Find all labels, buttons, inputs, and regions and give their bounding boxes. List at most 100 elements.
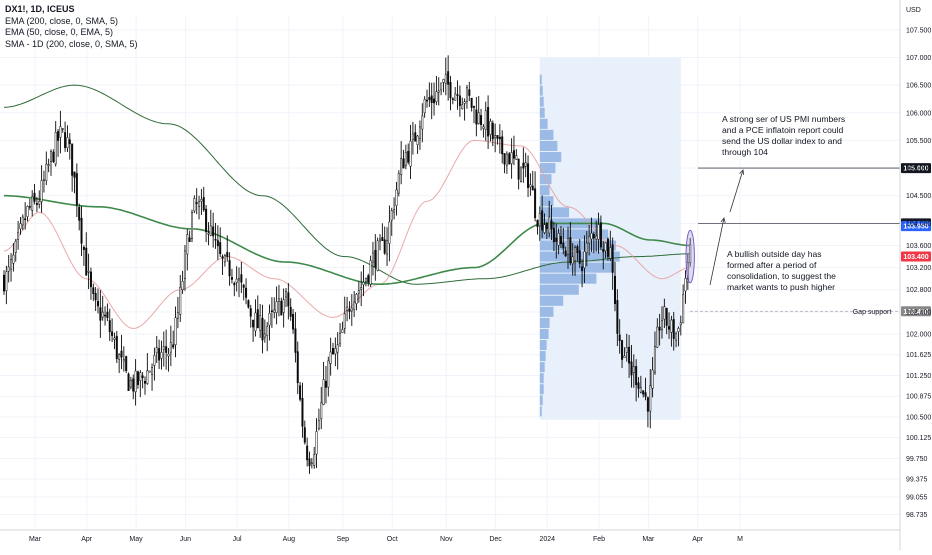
- price-badge: [901, 221, 931, 232]
- candle-body: [301, 398, 304, 427]
- candle-body: [407, 151, 410, 163]
- indicator-sma200-label[interactable]: SMA - 1D (200, close, 0, SMA, 5): [5, 38, 138, 49]
- volume-profile-bar: [539, 306, 554, 317]
- candle-body: [158, 348, 161, 361]
- candle-body: [536, 219, 539, 228]
- x-tick-label: Mar: [642, 536, 655, 543]
- candle-body: [463, 101, 466, 104]
- candle-body: [249, 308, 252, 317]
- candle-body: [444, 74, 447, 84]
- y-tick-label: 104.500: [906, 193, 931, 200]
- candle-body: [661, 320, 663, 331]
- candle-body: [522, 162, 525, 169]
- candle-body: [277, 298, 280, 302]
- candle-body: [94, 293, 97, 301]
- candle-body: [461, 104, 464, 110]
- candle-body: [273, 309, 276, 313]
- candle-body: [33, 192, 36, 202]
- candle-body: [261, 317, 264, 341]
- candle-body: [527, 163, 530, 188]
- candle-body: [689, 244, 692, 264]
- price-badge: [901, 306, 931, 317]
- y-tick-label: 106.500: [906, 83, 931, 90]
- candle-body: [198, 201, 201, 207]
- candle-body: [571, 256, 574, 265]
- candle-body: [329, 351, 332, 364]
- candle-body: [578, 250, 581, 264]
- candle-body: [597, 224, 600, 240]
- candle-body: [289, 306, 292, 317]
- volume-profile-bar: [539, 328, 549, 340]
- candle-body: [47, 164, 50, 166]
- candle-body: [675, 333, 678, 341]
- candle-body: [139, 372, 142, 382]
- candle-body: [296, 351, 299, 384]
- candle-body: [618, 334, 621, 341]
- candle-body: [294, 328, 297, 353]
- candle-body: [409, 140, 412, 167]
- candle-body: [581, 266, 584, 271]
- candle-body: [609, 247, 612, 259]
- candle-body: [233, 283, 236, 286]
- candle-body: [480, 115, 483, 125]
- candle-body: [50, 151, 52, 162]
- candle-body: [85, 247, 88, 276]
- candle-body: [604, 242, 607, 252]
- candle-body: [367, 275, 370, 283]
- candle-body: [489, 120, 492, 135]
- candle-body: [379, 238, 381, 242]
- candle-body: [555, 237, 558, 242]
- candle-body: [397, 173, 400, 194]
- candle-body: [588, 236, 591, 244]
- candle-body: [146, 370, 149, 384]
- candle-body: [449, 82, 452, 99]
- indicator-ema50-label[interactable]: EMA (50, close, 0, EMA, 5): [5, 27, 114, 37]
- volume-profile-bar: [539, 107, 545, 118]
- candle-body: [343, 313, 346, 329]
- candle-body: [89, 271, 92, 288]
- candle-body: [574, 247, 577, 261]
- candle-body: [230, 277, 233, 280]
- currency-label: USD: [906, 7, 921, 14]
- x-tick-label: Feb: [593, 536, 605, 543]
- candle-body: [498, 136, 501, 140]
- candle-body: [423, 99, 426, 114]
- symbol-label[interactable]: DX1!, 1D, ICEUS: [5, 4, 75, 14]
- candle-body: [642, 390, 645, 395]
- candle-body: [28, 206, 31, 208]
- arrow-to-104-head: [720, 217, 726, 223]
- candle-body: [122, 359, 125, 362]
- candle-body: [282, 299, 285, 313]
- candle-body: [165, 346, 168, 353]
- x-tick-label: 2024: [540, 536, 556, 543]
- x-tick-label: Dec: [489, 536, 502, 543]
- candle-body: [416, 135, 419, 145]
- candle-body: [214, 238, 217, 241]
- volume-profile-bar: [539, 85, 543, 96]
- candle-body: [78, 206, 81, 221]
- y-tick-label: 103.200: [906, 265, 931, 272]
- volume-profile-bar: [539, 196, 554, 207]
- candle-body: [677, 328, 680, 332]
- candle-body: [606, 238, 609, 257]
- candle-body: [245, 287, 248, 298]
- price-badge-label: 103.950: [903, 224, 928, 231]
- candle-body: [205, 208, 208, 233]
- candle-body: [567, 238, 569, 255]
- candle-body: [240, 274, 243, 283]
- candle-body: [287, 292, 290, 307]
- candle-body: [42, 179, 45, 181]
- y-tick-label: 105.500: [906, 138, 931, 145]
- candle-body: [188, 237, 191, 242]
- candle-body: [538, 213, 541, 227]
- indicator-ema200-label[interactable]: EMA (200, close, 0, SMA, 5): [5, 15, 119, 26]
- candle-body: [315, 431, 318, 455]
- candle-body: [21, 216, 24, 226]
- candle-body: [395, 189, 398, 206]
- volume-profile-bar: [539, 229, 609, 240]
- candle-body: [503, 153, 506, 165]
- candle-body: [97, 301, 99, 307]
